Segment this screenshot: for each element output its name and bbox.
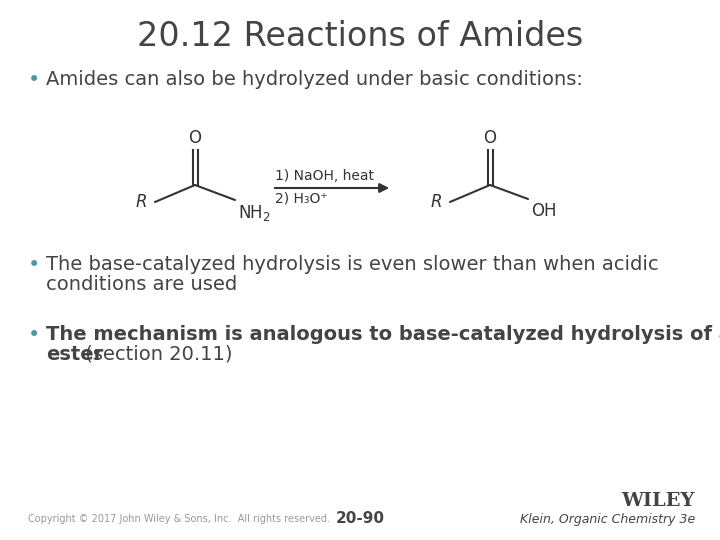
Text: •: •	[28, 70, 40, 90]
Text: The base-catalyzed hydrolysis is even slower than when acidic: The base-catalyzed hydrolysis is even sl…	[46, 255, 659, 274]
Text: ester: ester	[46, 345, 103, 364]
Text: O: O	[484, 129, 497, 147]
Text: R: R	[431, 193, 442, 211]
Text: 2) H₃O⁺: 2) H₃O⁺	[275, 191, 328, 205]
Text: O: O	[189, 129, 202, 147]
Text: 1) NaOH, heat: 1) NaOH, heat	[275, 169, 374, 183]
Text: •: •	[28, 325, 40, 345]
Text: conditions are used: conditions are used	[46, 275, 238, 294]
Text: •: •	[28, 255, 40, 275]
Text: 20.12 Reactions of Amides: 20.12 Reactions of Amides	[137, 20, 583, 53]
Text: 20-90: 20-90	[336, 511, 384, 526]
Text: The mechanism is analogous to base-catalyzed hydrolysis of an: The mechanism is analogous to base-catal…	[46, 325, 720, 344]
Text: WILEY: WILEY	[621, 492, 695, 510]
Text: (section 20.11): (section 20.11)	[79, 345, 233, 364]
Text: NH$_2$: NH$_2$	[238, 203, 271, 223]
Text: Klein, Organic Chemistry 3e: Klein, Organic Chemistry 3e	[520, 513, 695, 526]
Text: Amides can also be hydrolyzed under basic conditions:: Amides can also be hydrolyzed under basi…	[46, 70, 583, 89]
Text: R: R	[135, 193, 147, 211]
Text: OH: OH	[531, 202, 557, 220]
Text: Copyright © 2017 John Wiley & Sons, Inc.  All rights reserved.: Copyright © 2017 John Wiley & Sons, Inc.…	[28, 514, 330, 524]
